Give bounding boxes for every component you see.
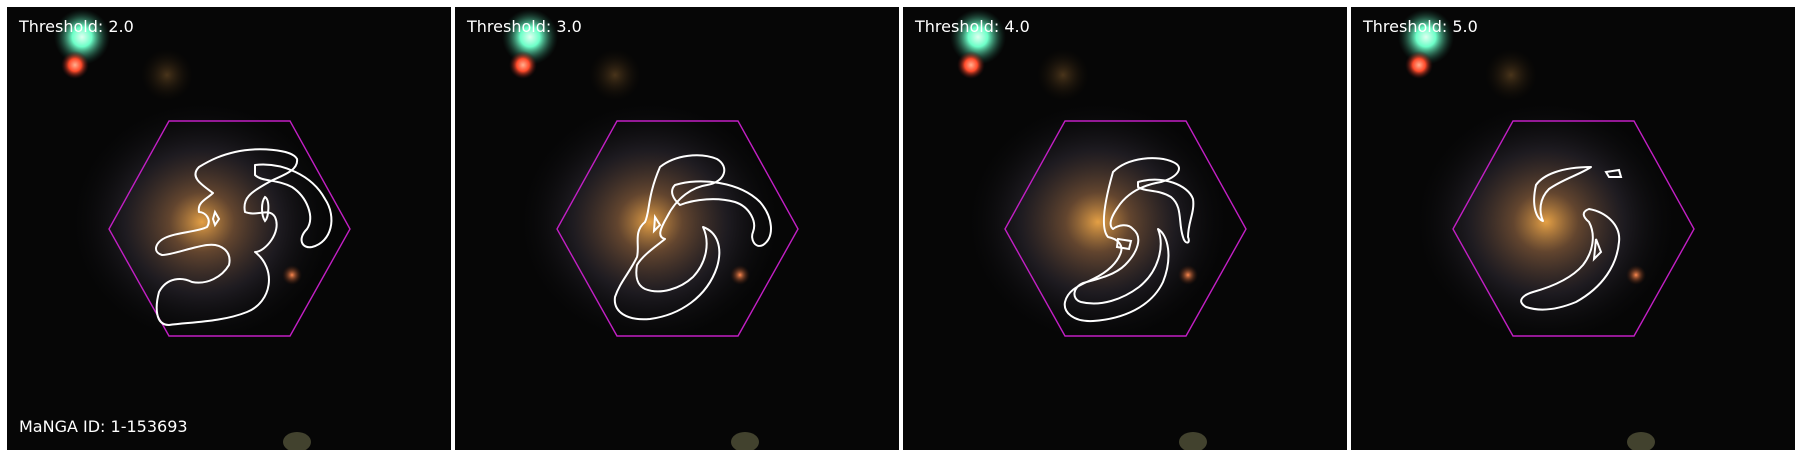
ifu-hexagon (556, 120, 799, 337)
ifu-hexagon (1004, 120, 1247, 337)
threshold-label: Threshold: 4.0 (915, 17, 1030, 36)
panel-threshold-2: Threshold: 2.0 MaNGA ID: 1-153693 (7, 7, 451, 450)
contour-small-1 (261, 195, 270, 223)
contour-outer (1520, 208, 1621, 311)
panel-threshold-3: Threshold: 3.0 (455, 7, 899, 450)
contour-outer (155, 148, 299, 326)
galaxy-image (455, 7, 899, 450)
contour-outer (613, 154, 726, 321)
contour-small-2 (1592, 238, 1603, 262)
contour-arm-upper (671, 180, 772, 247)
panel-threshold-4: Threshold: 4.0 (903, 7, 1347, 450)
threshold-label: Threshold: 3.0 (467, 17, 582, 36)
contour-arm-upper (1533, 166, 1592, 222)
contour-outer (1063, 157, 1180, 323)
contour-arm-upper (254, 163, 333, 249)
ifu-hexagon (1452, 120, 1695, 337)
contour-small-1 (1604, 168, 1623, 178)
contour-arm-upper (1137, 178, 1195, 244)
ifu-hexagon (108, 120, 351, 337)
panel-threshold-5: Threshold: 5.0 (1351, 7, 1795, 450)
threshold-label: Threshold: 2.0 (19, 17, 134, 36)
galaxy-image (903, 7, 1347, 450)
galaxy-image (1351, 7, 1795, 450)
contour-small-1 (652, 213, 662, 234)
contour-small-1 (1115, 237, 1133, 251)
manga-id-label: MaNGA ID: 1-153693 (19, 417, 188, 436)
galaxy-image (7, 7, 451, 450)
contour-small-2 (211, 209, 221, 228)
threshold-label: Threshold: 5.0 (1363, 17, 1478, 36)
